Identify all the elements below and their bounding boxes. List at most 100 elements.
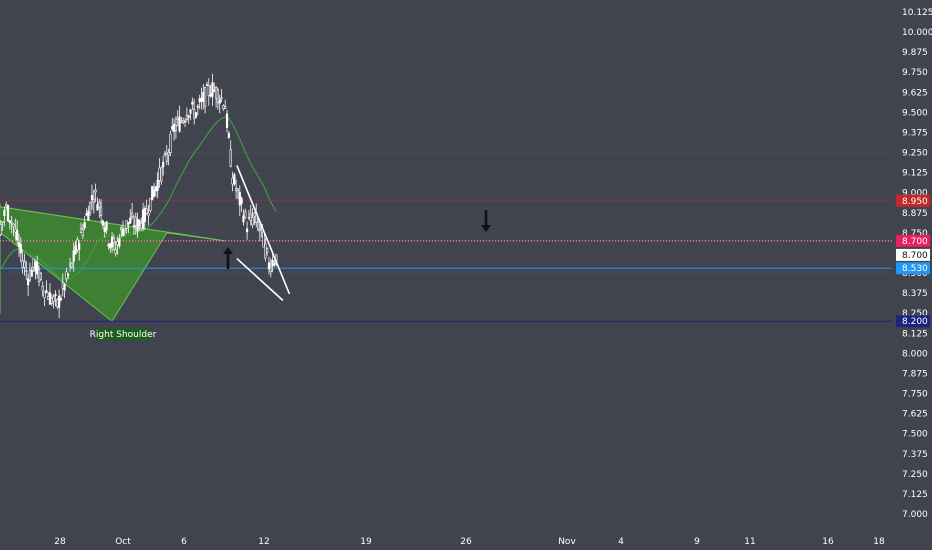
candle-body	[63, 283, 66, 291]
candle-body	[100, 206, 103, 216]
candle-body	[204, 87, 207, 107]
candle-body	[109, 243, 112, 249]
candle-body	[249, 213, 252, 222]
candle-body	[194, 112, 198, 118]
y-axis[interactable]: 10.125 10.000 9.875 9.750 9.625 9.500 9.375 9.2…	[892, 0, 932, 550]
candle-body	[32, 258, 35, 268]
candle-body	[262, 231, 265, 248]
y-axis-panel	[892, 0, 932, 550]
candle-body	[200, 97, 203, 102]
candle-body	[202, 92, 205, 102]
candle-body	[36, 262, 39, 275]
candle-body	[54, 294, 57, 297]
y-tick-label: 7.625	[902, 410, 928, 420]
y-tick-label: 9.625	[902, 88, 928, 98]
candle-body	[8, 220, 11, 224]
candle-body	[68, 263, 72, 266]
candle-body	[216, 89, 220, 104]
candle-body	[193, 108, 196, 119]
level-badge-8.700	[896, 234, 930, 247]
candle-body	[123, 228, 126, 231]
candle-body	[173, 124, 176, 132]
candle-body	[209, 93, 212, 97]
candle-body	[23, 261, 26, 268]
x-tick-label: Nov	[558, 537, 576, 547]
candle-body	[182, 120, 185, 123]
x-tick-label: 9	[694, 537, 700, 547]
candle-body	[258, 228, 261, 231]
candle-body	[163, 152, 167, 155]
candle-body	[185, 114, 188, 120]
candle-body	[131, 213, 134, 217]
y-tick-label: 8.125	[902, 329, 928, 339]
right-shoulder-label: Right Shoulder	[90, 330, 157, 340]
candle-body	[105, 221, 108, 231]
candle-body	[96, 204, 99, 211]
candle-body	[174, 124, 178, 131]
y-tick-label: 8.000	[902, 349, 928, 359]
candle-body	[25, 270, 28, 273]
x-tick-label: 18	[873, 537, 885, 547]
candle-body	[225, 113, 229, 128]
candle-body	[138, 220, 141, 227]
candle-body	[50, 298, 53, 304]
y-tick-label: 9.000	[902, 189, 928, 199]
candle-body	[37, 268, 41, 282]
candle-body	[58, 295, 61, 308]
y-tick-label: 7.500	[902, 430, 928, 440]
candle-body	[120, 227, 123, 230]
y-tick-label: 8.750	[902, 229, 928, 239]
x-axis[interactable]: 28 Oct 6 12 19 26 Nov 4 9 11 16 18	[54, 537, 885, 547]
candle-body	[107, 244, 110, 247]
candle-body	[196, 105, 199, 108]
candle-body	[154, 186, 157, 192]
candle-body	[110, 236, 114, 248]
trendline-drawings	[236, 165, 291, 301]
candle-body	[178, 116, 181, 132]
y-tick-label: 10.125	[902, 8, 932, 18]
y-tick-label: 7.875	[902, 369, 928, 379]
candle-body	[34, 261, 37, 272]
candle-body	[156, 179, 159, 191]
candle-body	[3, 209, 6, 217]
candle-body	[30, 269, 33, 277]
y-tick-label: 7.250	[902, 470, 928, 480]
candle-body	[180, 120, 183, 123]
y-tick-label: 10.000	[902, 28, 932, 38]
candle-body	[220, 97, 223, 100]
candle-body	[127, 221, 130, 225]
candle-body	[224, 106, 227, 110]
level-badge-8.200	[896, 315, 930, 328]
ema-line	[0, 116, 277, 281]
candle-body	[213, 89, 216, 92]
candle-body	[43, 291, 46, 299]
candle-body	[247, 217, 251, 219]
candle-body	[78, 243, 81, 250]
candle-body	[267, 262, 271, 270]
candle-body	[231, 177, 234, 185]
candle-body	[48, 292, 52, 305]
candle-body	[191, 101, 194, 105]
candle-body	[242, 215, 245, 223]
candle-body	[183, 120, 187, 123]
level-badge-8.530	[896, 262, 930, 275]
x-tick-label: 12	[258, 537, 269, 547]
candle-body	[112, 238, 115, 244]
candle-body	[167, 152, 170, 156]
wedge-lower-line	[236, 257, 284, 301]
candle-body	[207, 85, 210, 96]
x-tick-label: 16	[822, 537, 834, 547]
candle-body	[222, 105, 225, 110]
candle-body	[151, 186, 154, 201]
candle-body	[251, 217, 254, 226]
candle-body	[103, 227, 106, 233]
candle-body	[14, 228, 17, 233]
candle-body	[21, 260, 24, 268]
candle-body	[12, 224, 15, 227]
candle-body	[125, 220, 128, 229]
candle-body	[16, 230, 19, 241]
candle-body	[10, 221, 13, 224]
candle-body	[246, 228, 249, 233]
annotations: Right Shoulder	[90, 210, 491, 341]
